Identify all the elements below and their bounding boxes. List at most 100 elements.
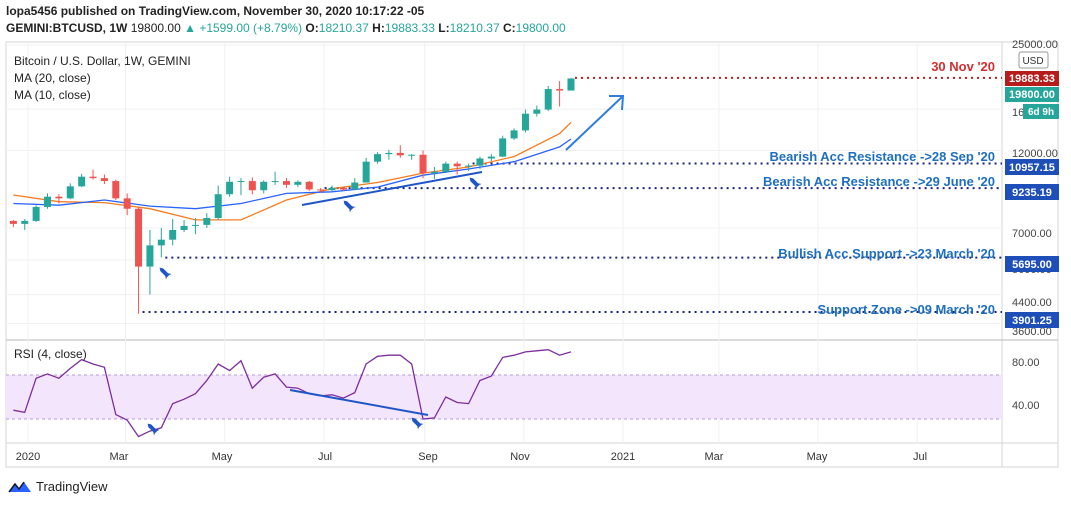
close-value: 19800.00 xyxy=(515,21,566,35)
rsi-axis[interactable]: 80.00 40.00 xyxy=(1012,357,1040,412)
price-tag-res1 xyxy=(1005,159,1059,175)
currency-badge xyxy=(1018,51,1049,69)
price-trendline xyxy=(301,171,483,206)
countdown-tag xyxy=(1023,104,1059,119)
candle-body xyxy=(396,152,404,156)
rocket-icon xyxy=(147,423,160,436)
price-change: +1599.00 (+8.79%) xyxy=(199,21,303,35)
candle-body xyxy=(328,187,336,191)
rsi-series xyxy=(13,349,572,438)
support-label-2: Support Zone ->09 March '20 xyxy=(817,302,995,317)
candle-body xyxy=(226,181,234,195)
candlestick-series xyxy=(9,77,575,314)
candle-body xyxy=(408,154,416,156)
candle-body xyxy=(55,196,63,199)
price-chart[interactable]: Bitcoin / U.S. Dollar, 1W, GEMINI MA (20… xyxy=(0,0,1071,470)
price-tag-res2 xyxy=(1005,184,1059,200)
chart-title: Bitcoin / U.S. Dollar, 1W, GEMINI xyxy=(14,54,191,68)
time-label-may: May xyxy=(212,451,233,463)
time-label-nov: Nov xyxy=(510,451,530,463)
candle-body xyxy=(533,109,541,114)
price-tag-last xyxy=(1005,87,1059,102)
price-axis[interactable]: USD 25000.00 16000.00 12000.00 7000.00 5… xyxy=(1005,39,1059,338)
candle-body xyxy=(191,224,199,226)
candle-body xyxy=(9,220,17,224)
breakout-arrowhead xyxy=(609,95,625,111)
tradingview-logo-icon xyxy=(8,481,31,492)
price-tick-4400: 4400.00 xyxy=(1012,297,1052,309)
candle-body xyxy=(351,182,359,190)
price-tag-res2-text: 9235.19 xyxy=(1012,187,1052,199)
footer: TradingView xyxy=(8,479,108,494)
candle-body xyxy=(453,163,461,167)
trend-drawings xyxy=(147,95,625,436)
date-annotation: 30 Nov '20 xyxy=(931,59,995,74)
symbol-label: GEMINI:BTCUSD, 1W xyxy=(6,21,128,35)
candle-body xyxy=(317,189,325,191)
candle-body xyxy=(135,208,143,267)
price-tick-25000: 25000.00 xyxy=(1012,39,1058,51)
rsi-band xyxy=(6,374,1002,420)
last-price: 19800.00 xyxy=(130,21,181,35)
candle-body xyxy=(487,156,495,159)
candle-body xyxy=(203,218,211,225)
close-label: C: xyxy=(502,21,516,35)
candle-body xyxy=(180,225,188,231)
time-label-may-2021: May xyxy=(807,451,828,463)
rsi-line xyxy=(13,349,572,438)
currency-label: USD xyxy=(1022,56,1043,67)
candle-body xyxy=(21,220,29,224)
rsi-legend: RSI (4, close) xyxy=(14,347,87,361)
ma10-legend: MA (10, close) xyxy=(14,88,91,102)
candle-body xyxy=(510,130,518,139)
rsi-divergence-line xyxy=(289,389,429,416)
candle-body xyxy=(271,181,279,183)
open-value: 18210.37 xyxy=(318,21,369,35)
high-value: 19883.33 xyxy=(384,21,435,35)
support-label-1: Bullish Acc Support ->23 March '20 xyxy=(778,246,995,261)
ma20-legend: MA (20, close) xyxy=(14,71,91,85)
candle-body xyxy=(44,196,52,207)
rocket-icon xyxy=(159,267,172,280)
candle-body xyxy=(556,89,564,91)
candle-body xyxy=(32,206,40,221)
price-tick-12000: 12000.00 xyxy=(1012,148,1058,160)
candle-body xyxy=(430,171,438,174)
candle-body xyxy=(157,239,165,246)
candle-body xyxy=(146,245,154,267)
price-tick-7000: 7000.00 xyxy=(1012,228,1052,240)
candle-body xyxy=(112,181,120,199)
breakout-arrow xyxy=(565,96,623,151)
price-tag-sup1-text: 5695.00 xyxy=(1012,259,1052,271)
candle-body xyxy=(305,181,313,190)
countdown-tag-text: 6d 9h xyxy=(1028,107,1054,118)
candle-body xyxy=(339,187,347,190)
candle-body xyxy=(362,161,370,183)
time-label-2020: 2020 xyxy=(16,451,40,463)
rocket-icon xyxy=(343,200,356,213)
resistance-label-2: Bearish Acc Resistance ->29 June '20 xyxy=(763,174,995,189)
price-tag-res1-text: 10957.15 xyxy=(1009,162,1055,174)
candle-body xyxy=(521,113,529,131)
moving-average-line xyxy=(13,121,572,221)
rsi-tick-80: 80.00 xyxy=(1012,357,1040,369)
time-label-jul-2021: Jul xyxy=(913,451,927,463)
time-label-mar: Mar xyxy=(110,451,129,463)
resistance-label-1: Bearish Acc Resistance ->28 Sep '20 xyxy=(769,149,995,164)
price-tag-sup2-text: 3901.25 xyxy=(1012,315,1052,327)
candle-body xyxy=(237,181,245,183)
candle-body xyxy=(260,181,268,191)
candle-body xyxy=(385,152,393,155)
rsi-band-fill xyxy=(6,375,1002,419)
time-axis[interactable]: 2020 Mar May Jul Sep Nov 2021 Mar May Ju… xyxy=(16,451,927,463)
time-label-2021: 2021 xyxy=(611,451,635,463)
price-tag-high xyxy=(1005,71,1059,86)
low-label: L: xyxy=(438,21,450,35)
ohlc-header: GEMINI:BTCUSD, 1W 19800.00 ▲ +1599.00 (+… xyxy=(6,21,566,35)
high-label: H: xyxy=(372,21,385,35)
time-label-jul: Jul xyxy=(318,451,332,463)
candle-body xyxy=(567,78,575,91)
candle-body xyxy=(66,186,74,199)
candle-body xyxy=(214,194,222,219)
candle-body xyxy=(169,230,177,240)
